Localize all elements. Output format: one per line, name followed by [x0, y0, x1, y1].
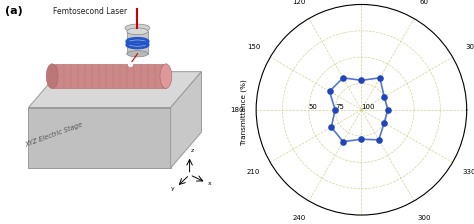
Text: x: x [208, 181, 211, 186]
Text: z: z [191, 149, 194, 153]
Data [375, 138, 383, 142]
Text: y: y [171, 186, 175, 191]
Data [384, 108, 392, 112]
Ellipse shape [125, 24, 150, 32]
Polygon shape [52, 64, 166, 88]
Data [357, 78, 365, 82]
Ellipse shape [127, 28, 148, 35]
Data [339, 140, 347, 143]
Data [339, 76, 347, 80]
Ellipse shape [46, 64, 58, 88]
Point [127, 62, 134, 66]
Data [381, 95, 388, 98]
Text: (a): (a) [5, 6, 22, 16]
Data [357, 138, 365, 141]
Data [376, 76, 383, 80]
Ellipse shape [127, 51, 148, 57]
Polygon shape [171, 72, 201, 168]
Text: XYZ Electric Stage: XYZ Electric Stage [24, 121, 83, 148]
Polygon shape [28, 108, 171, 168]
Data [331, 108, 339, 112]
Polygon shape [28, 72, 201, 108]
Data [381, 121, 388, 125]
Text: Femtosecond Laser: Femtosecond Laser [53, 7, 127, 16]
Polygon shape [127, 31, 148, 54]
Data [328, 125, 335, 129]
Data [326, 90, 333, 93]
Text: Transmittance (%): Transmittance (%) [241, 79, 247, 145]
Ellipse shape [160, 64, 172, 88]
